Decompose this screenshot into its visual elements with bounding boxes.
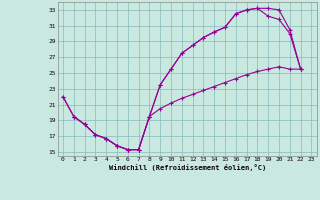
X-axis label: Windchill (Refroidissement éolien,°C): Windchill (Refroidissement éolien,°C) [108, 164, 266, 171]
